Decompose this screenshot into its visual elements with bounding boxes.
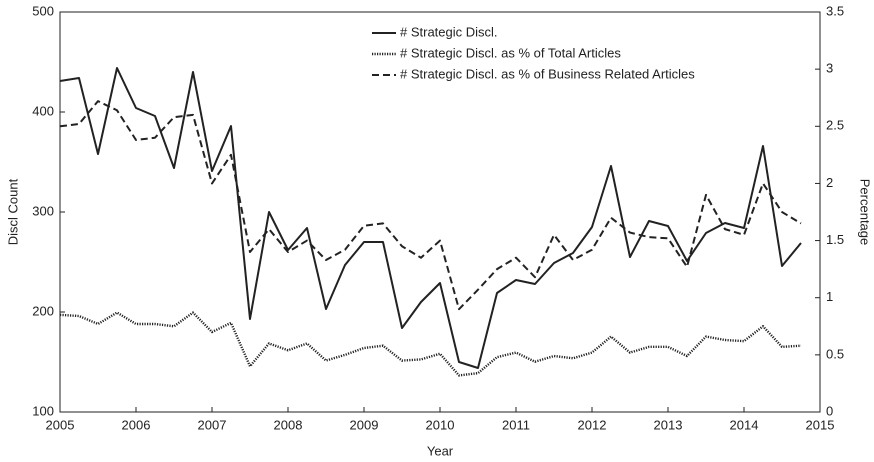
y-tick-label: 400 [32, 103, 54, 118]
x-tick-label: 2005 [46, 417, 75, 432]
y-tick-label: 300 [32, 203, 54, 218]
y2-tick-label: 2.5 [826, 118, 844, 133]
y2-tick-label: 3.5 [826, 3, 844, 18]
y2-tick-label: 1.5 [826, 232, 844, 247]
y-tick-label: 100 [32, 403, 54, 418]
x-tick-label: 2012 [578, 417, 607, 432]
legend-label: # Strategic Discl. as % of Total Article… [400, 45, 621, 60]
x-tick-label: 2013 [654, 417, 683, 432]
series-line [59, 67, 802, 369]
x-tick-label: 2007 [198, 417, 227, 432]
y-tick-label: 200 [32, 303, 54, 318]
y-tick-label: 500 [32, 3, 54, 18]
y2-tick-label: 0 [826, 403, 833, 418]
y2-axis-label: Percentage [858, 179, 873, 246]
y-axis-label: Discl Count [5, 178, 20, 245]
y2-tick-label: 1 [826, 289, 833, 304]
series-line [59, 311, 802, 377]
legend-label: # Strategic Discl. [400, 24, 498, 39]
x-tick-label: 2010 [426, 417, 455, 432]
x-tick-label: 2011 [502, 417, 530, 432]
y2-tick-label: 2 [826, 175, 833, 190]
x-tick-label: 2006 [122, 417, 151, 432]
x-tick-label: 2009 [350, 417, 379, 432]
y2-tick-label: 0.5 [826, 346, 844, 361]
x-tick-label: 2014 [730, 417, 759, 432]
legend-label: # Strategic Discl. as % of Business Rela… [400, 66, 695, 81]
x-tick-label: 2015 [806, 417, 835, 432]
series-line [59, 100, 802, 311]
x-axis-label: Year [427, 443, 454, 458]
x-tick-label: 2008 [274, 417, 303, 432]
y2-tick-label: 3 [826, 61, 833, 76]
